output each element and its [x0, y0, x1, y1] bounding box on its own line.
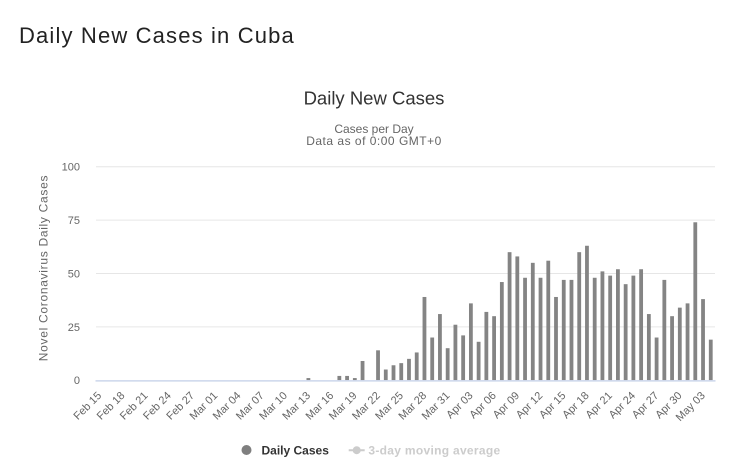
svg-text:100: 100 [62, 162, 80, 174]
svg-text:75: 75 [68, 215, 80, 227]
svg-text:Novel Coronavirus Daily Cases: Novel Coronavirus Daily Cases [37, 175, 51, 361]
svg-text:Daily New Cases: Daily New Cases [304, 88, 445, 109]
svg-text:Daily Cases: Daily Cases [262, 443, 330, 457]
svg-text:0: 0 [74, 375, 80, 387]
svg-text:50: 50 [68, 268, 80, 280]
svg-text:Data as of 0:00 GMT+0: Data as of 0:00 GMT+0 [306, 134, 442, 148]
svg-text:Cases per Day: Cases per Day [334, 122, 413, 136]
svg-text:25: 25 [68, 322, 80, 334]
svg-text:3-day moving average: 3-day moving average [368, 443, 500, 457]
